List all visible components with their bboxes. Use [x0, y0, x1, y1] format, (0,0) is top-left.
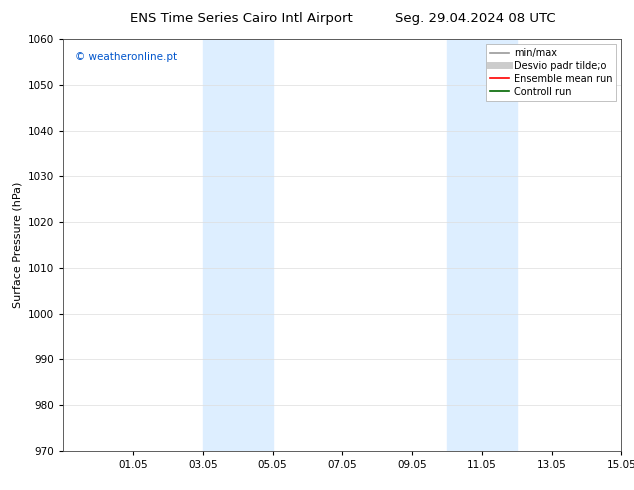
- Text: ENS Time Series Cairo Intl Airport: ENS Time Series Cairo Intl Airport: [129, 12, 353, 25]
- Legend: min/max, Desvio padr tilde;o, Ensemble mean run, Controll run: min/max, Desvio padr tilde;o, Ensemble m…: [486, 44, 616, 100]
- Y-axis label: Surface Pressure (hPa): Surface Pressure (hPa): [13, 182, 23, 308]
- Text: Seg. 29.04.2024 08 UTC: Seg. 29.04.2024 08 UTC: [395, 12, 556, 25]
- Bar: [203, 39, 273, 451]
- Text: © weatheronline.pt: © weatheronline.pt: [75, 51, 177, 62]
- Bar: [447, 39, 517, 451]
